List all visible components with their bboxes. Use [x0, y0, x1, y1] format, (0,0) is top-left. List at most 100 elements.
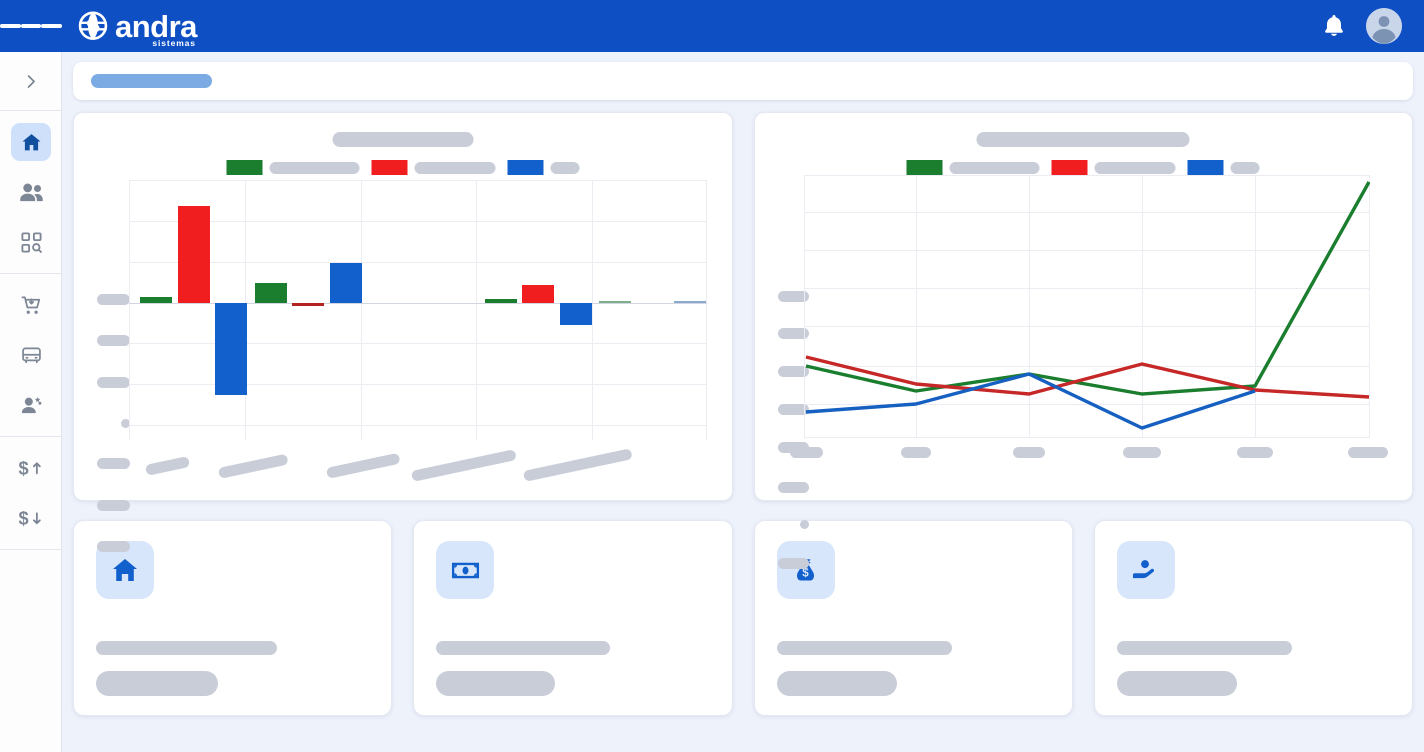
line-chart-series	[805, 181, 1370, 430]
bell-icon[interactable]	[1322, 13, 1346, 39]
legend-swatch-green	[906, 160, 943, 175]
gridline	[1368, 175, 1370, 438]
bar-blue[interactable]	[560, 303, 592, 325]
stat-card-line1-skeleton	[436, 641, 611, 655]
sidebar-item-person-settings[interactable]	[0, 380, 62, 430]
bar-red[interactable]	[292, 303, 324, 306]
y-tick-skeleton	[97, 335, 130, 346]
bar-green[interactable]	[140, 297, 172, 303]
bar-red[interactable]	[522, 285, 554, 303]
y-tick-skeleton	[97, 541, 130, 552]
line-chart-y-axis	[765, 285, 809, 575]
x-tick-skeleton	[410, 449, 517, 482]
bar-green[interactable]	[485, 299, 517, 303]
legend-label-skeleton	[1094, 161, 1176, 174]
charts-row	[73, 112, 1413, 569]
bar-red[interactable]	[178, 206, 210, 303]
sidebar-item-cart[interactable]	[0, 280, 62, 330]
bar-blue[interactable]	[215, 303, 247, 395]
gridline	[706, 180, 707, 440]
stat-card-line1-skeleton	[1116, 641, 1292, 655]
y-tick-skeleton-zero	[121, 419, 130, 428]
left-sidebar: $ $	[0, 52, 62, 752]
legend-item-blue[interactable]	[1187, 160, 1260, 175]
gridline	[915, 175, 917, 438]
bar-chart-title-skeleton	[332, 132, 474, 147]
x-tick-skeleton	[789, 447, 823, 458]
bar-chart-card	[73, 112, 733, 552]
stat-card-beneficiary[interactable]	[1093, 520, 1413, 716]
gridline	[129, 425, 707, 426]
x-tick-skeleton	[217, 453, 289, 479]
brand-logo-link[interactable]: andra sistemas	[76, 9, 197, 48]
x-tick-skeleton	[1122, 447, 1161, 458]
y-tick-skeleton	[777, 328, 809, 339]
stat-card-money-bag[interactable]: $	[753, 520, 1073, 716]
hamburger-icon[interactable]	[0, 0, 63, 52]
line-chart-title-skeleton	[976, 132, 1190, 147]
svg-text:$: $	[18, 458, 28, 478]
stat-card-line2-skeleton	[96, 671, 218, 696]
bar-green[interactable]	[599, 301, 631, 303]
brand-subtitle: sistemas	[152, 37, 196, 48]
gridline	[129, 180, 130, 440]
sidebar-item-home[interactable]	[0, 117, 62, 167]
bar-chart-legend	[226, 160, 580, 175]
bar-blue[interactable]	[674, 301, 706, 303]
qr-scan-icon	[11, 223, 51, 261]
legend-item-blue[interactable]	[507, 160, 580, 175]
cart-down-icon	[11, 286, 51, 324]
legend-item-green[interactable]	[226, 160, 371, 175]
user-avatar-icon[interactable]	[1366, 8, 1402, 44]
legend-item-green[interactable]	[906, 160, 1052, 175]
breadcrumb-skeleton	[91, 74, 212, 88]
home-icon	[11, 123, 51, 161]
sidebar-item-users[interactable]	[0, 167, 62, 217]
line-series-red	[805, 355, 1369, 399]
legend-swatch-green	[226, 160, 263, 175]
x-tick-skeleton	[144, 455, 191, 476]
line-series-green	[805, 181, 1370, 396]
line-chart-plot-area	[803, 175, 1370, 438]
sidebar-group-1	[0, 111, 61, 274]
hamburger-bar	[0, 24, 21, 28]
gridline	[361, 180, 362, 440]
gridline	[803, 175, 1370, 176]
gridline	[803, 366, 1370, 367]
stat-card-line1-skeleton	[96, 641, 277, 655]
gridline	[803, 288, 1370, 289]
legend-label-skeleton	[949, 161, 1040, 174]
hamburger-bar	[20, 24, 42, 28]
legend-item-red[interactable]	[1051, 160, 1188, 175]
legend-item-red[interactable]	[371, 160, 507, 175]
bar-green[interactable]	[255, 283, 287, 303]
dollar-down-icon: $	[11, 499, 51, 537]
gridline	[803, 404, 1370, 405]
gridline	[1028, 175, 1030, 438]
sidebar-expand-button[interactable]	[0, 56, 62, 106]
chevron-right-icon	[11, 62, 51, 100]
top-header-bar: andra sistemas	[0, 0, 1424, 52]
line-series-blue	[805, 372, 1256, 430]
gridline	[129, 221, 707, 222]
users-icon	[11, 173, 51, 211]
sidebar-item-income[interactable]: $	[0, 443, 62, 493]
legend-label-skeleton	[1230, 161, 1260, 174]
sidebar-group-toggle	[0, 52, 61, 111]
legend-swatch-blue	[507, 160, 544, 175]
bar-blue[interactable]	[330, 263, 362, 303]
stat-card-line1-skeleton	[776, 641, 952, 655]
hamburger-bar	[41, 24, 63, 28]
stat-card-money[interactable]	[413, 520, 733, 716]
stat-cards-row: $	[73, 520, 1413, 716]
bus-front-icon	[11, 336, 51, 374]
bar-chart-plot-area	[129, 180, 707, 440]
bar-chart-x-axis	[129, 443, 707, 493]
globe-logo-icon	[76, 9, 110, 43]
sidebar-item-qr-scan[interactable]	[0, 217, 62, 267]
x-tick-skeleton	[325, 452, 401, 479]
sidebar-item-expenses[interactable]: $	[0, 493, 62, 543]
x-tick-skeleton	[1347, 447, 1388, 458]
sidebar-item-vehicles[interactable]	[0, 330, 62, 380]
y-tick-skeleton	[777, 482, 809, 493]
